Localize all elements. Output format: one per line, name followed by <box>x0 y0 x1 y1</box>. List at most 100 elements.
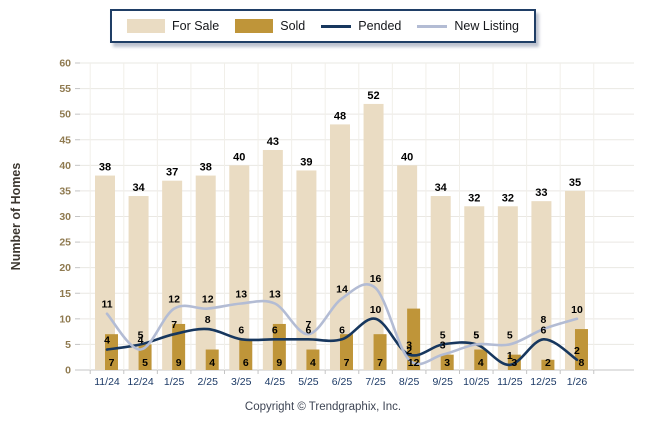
label-pended: 10 <box>370 304 382 316</box>
bar-sold <box>205 349 219 370</box>
label-sold: 4 <box>209 357 215 369</box>
label-pended: 2 <box>574 345 580 357</box>
x-tick-label: 11/24 <box>94 376 120 388</box>
label-pended: 5 <box>138 329 144 341</box>
legend-label-for-sale: For Sale <box>171 19 220 33</box>
sold-swatch-icon <box>235 19 274 33</box>
legend-label-new-listing: New Listing <box>454 19 520 33</box>
y-tick-label: 45 <box>59 134 71 146</box>
legend-item-pended: Pended <box>321 19 401 33</box>
bar-for-sale <box>464 206 485 370</box>
y-tick-label: 30 <box>59 211 71 223</box>
label-new-listing: 14 <box>336 283 348 295</box>
y-tick-label: 50 <box>59 109 71 121</box>
label-sold: 7 <box>377 357 383 369</box>
copyright-text: Copyright © Trendgraphix, Inc. <box>244 401 402 413</box>
label-for-sale: 39 <box>300 156 312 168</box>
x-tick-label: 2/25 <box>197 376 218 388</box>
label-for-sale: 35 <box>569 177 581 189</box>
new-listing-line <box>105 283 579 366</box>
label-for-sale: 37 <box>166 167 178 179</box>
label-sold: 8 <box>579 357 585 369</box>
label-sold: 9 <box>176 357 182 369</box>
pended-line-swatch-icon <box>321 24 352 28</box>
x-tick-label: 12/24 <box>127 376 153 388</box>
label-new-listing: 12 <box>202 294 214 306</box>
legend-item-sold: Sold <box>235 19 305 33</box>
label-pended: 5 <box>440 329 446 341</box>
bar-sold <box>541 359 555 370</box>
label-for-sale: 52 <box>367 90 379 102</box>
label-sold: 7 <box>109 357 115 369</box>
x-tick-label: 3/25 <box>231 376 252 388</box>
label-new-listing: 8 <box>540 314 546 326</box>
bar-sold <box>272 323 286 370</box>
legend-label-sold: Sold <box>280 19 306 33</box>
label-sold: 7 <box>344 357 350 369</box>
label-for-sale: 43 <box>267 136 279 148</box>
legend-label-pended: Pended <box>358 19 402 33</box>
bar-sold <box>172 323 186 370</box>
y-tick-label: 15 <box>59 288 71 300</box>
label-new-listing: 13 <box>235 288 247 300</box>
x-tick-label: 1/25 <box>164 376 185 388</box>
legend-item-for-sale: For Sale <box>126 19 220 33</box>
label-pended: 5 <box>473 329 479 341</box>
label-for-sale: 33 <box>535 187 547 199</box>
label-sold: 5 <box>142 357 148 369</box>
bar-sold <box>306 349 320 370</box>
x-tick-label: 12/25 <box>530 376 556 388</box>
y-tick-label: 55 <box>59 83 71 95</box>
y-tick-label: 25 <box>59 237 71 249</box>
label-for-sale: 40 <box>233 151 245 163</box>
y-tick-label: 10 <box>59 313 71 325</box>
bar-for-sale <box>262 149 283 370</box>
label-pended: 6 <box>339 324 345 336</box>
bar-for-sale <box>229 165 250 370</box>
label-for-sale: 40 <box>401 151 413 163</box>
label-sold: 4 <box>310 357 316 369</box>
y-tick-label: 60 <box>59 58 71 70</box>
label-pended: 7 <box>171 319 177 331</box>
label-pended: 6 <box>540 324 546 336</box>
x-tick-label: 4/25 <box>265 376 286 388</box>
label-pended: 6 <box>305 324 311 336</box>
label-sold: 2 <box>545 357 551 369</box>
for-sale-swatch-icon <box>126 19 165 33</box>
label-sold: 9 <box>276 357 282 369</box>
bar-for-sale <box>128 196 149 370</box>
chart-legend: For Sale Sold Pended New Listing <box>109 9 537 43</box>
label-pended: 6 <box>272 324 278 336</box>
x-tick-label: 8/25 <box>399 376 420 388</box>
label-new-listing: 16 <box>370 273 382 285</box>
y-tick-label: 0 <box>65 365 71 377</box>
label-new-listing: 7 <box>305 319 311 331</box>
label-for-sale: 38 <box>200 162 212 174</box>
x-tick-label: 10/25 <box>463 376 489 388</box>
label-new-listing: 2 <box>406 345 412 357</box>
y-axis-title: Number of Homes <box>9 163 23 271</box>
label-new-listing: 3 <box>440 340 446 352</box>
label-sold: 3 <box>511 357 517 369</box>
label-pended: 4 <box>104 335 110 347</box>
x-tick-label: 6/25 <box>332 376 353 388</box>
label-pended: 8 <box>205 314 211 326</box>
label-for-sale: 32 <box>468 192 480 204</box>
bar-for-sale <box>329 124 350 371</box>
x-tick-label: 7/25 <box>365 376 386 388</box>
bar-sold <box>105 334 118 370</box>
label-new-listing: 4 <box>138 335 144 347</box>
label-new-listing: 10 <box>571 304 583 316</box>
label-new-listing: 5 <box>507 329 513 341</box>
bar-for-sale <box>497 206 518 370</box>
x-tick-label: 9/25 <box>432 376 453 388</box>
y-tick-label: 40 <box>59 160 71 172</box>
bar-for-sale <box>564 190 585 370</box>
new-listing-line-swatch-icon <box>417 24 448 28</box>
label-sold: 3 <box>444 357 450 369</box>
label-sold: 4 <box>478 357 484 369</box>
label-pended: 6 <box>238 324 244 336</box>
legend-item-new-listing: New Listing <box>417 19 519 33</box>
label-new-listing: 13 <box>269 288 281 300</box>
